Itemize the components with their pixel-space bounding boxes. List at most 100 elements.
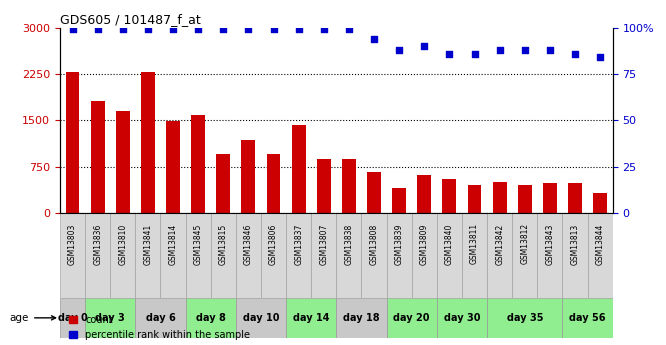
Legend: count, percentile rank within the sample: count, percentile rank within the sample bbox=[65, 311, 254, 344]
Bar bbox=[60, 298, 85, 338]
Text: day 0: day 0 bbox=[58, 313, 87, 323]
Bar bbox=[386, 298, 437, 338]
Text: GDS605 / 101487_f_at: GDS605 / 101487_f_at bbox=[60, 13, 200, 27]
Text: day 8: day 8 bbox=[196, 313, 226, 323]
Bar bbox=[317, 159, 331, 213]
Point bbox=[494, 47, 505, 53]
Bar bbox=[437, 213, 462, 298]
Text: day 30: day 30 bbox=[444, 313, 480, 323]
Text: GSM13841: GSM13841 bbox=[143, 223, 153, 265]
Bar bbox=[286, 213, 311, 298]
Text: day 3: day 3 bbox=[95, 313, 125, 323]
Text: GSM13813: GSM13813 bbox=[571, 223, 579, 265]
Bar bbox=[91, 101, 105, 213]
Bar bbox=[568, 183, 582, 213]
Bar bbox=[593, 193, 607, 213]
Text: GSM13836: GSM13836 bbox=[93, 223, 102, 265]
Bar bbox=[266, 155, 280, 213]
Point bbox=[469, 51, 480, 56]
Bar bbox=[543, 183, 557, 213]
Text: GSM13810: GSM13810 bbox=[119, 223, 127, 265]
Text: GSM13803: GSM13803 bbox=[68, 223, 77, 265]
Bar bbox=[141, 72, 155, 213]
Text: GSM13845: GSM13845 bbox=[194, 223, 202, 265]
Point bbox=[143, 27, 153, 32]
Text: GSM13840: GSM13840 bbox=[445, 223, 454, 265]
Text: GSM13843: GSM13843 bbox=[545, 223, 554, 265]
Bar bbox=[563, 298, 613, 338]
Text: GSM13815: GSM13815 bbox=[218, 223, 228, 265]
Text: day 14: day 14 bbox=[293, 313, 330, 323]
Bar bbox=[60, 213, 85, 298]
Bar bbox=[487, 213, 512, 298]
Bar bbox=[462, 213, 487, 298]
Bar bbox=[261, 213, 286, 298]
Text: day 56: day 56 bbox=[569, 313, 606, 323]
Point bbox=[67, 27, 78, 32]
Point bbox=[93, 27, 103, 32]
Text: GSM13837: GSM13837 bbox=[294, 223, 303, 265]
Bar bbox=[367, 172, 381, 213]
Text: GSM13812: GSM13812 bbox=[520, 223, 529, 265]
Bar bbox=[442, 179, 456, 213]
Text: GSM13838: GSM13838 bbox=[344, 223, 354, 265]
Bar bbox=[236, 298, 286, 338]
Point bbox=[444, 51, 455, 56]
Point bbox=[268, 27, 279, 32]
Point bbox=[419, 43, 430, 49]
Point bbox=[168, 27, 178, 32]
Text: GSM13839: GSM13839 bbox=[395, 223, 404, 265]
Text: GSM13844: GSM13844 bbox=[595, 223, 605, 265]
Text: GSM13842: GSM13842 bbox=[495, 223, 504, 265]
Bar bbox=[65, 72, 79, 213]
Bar bbox=[286, 298, 336, 338]
Text: day 35: day 35 bbox=[507, 313, 543, 323]
Bar bbox=[311, 213, 336, 298]
Bar bbox=[563, 213, 587, 298]
Point bbox=[218, 27, 228, 32]
Point bbox=[193, 27, 204, 32]
Text: GSM13809: GSM13809 bbox=[420, 223, 429, 265]
Text: GSM13814: GSM13814 bbox=[168, 223, 178, 265]
Bar bbox=[85, 298, 135, 338]
Point bbox=[117, 27, 128, 32]
Bar bbox=[342, 159, 356, 213]
Bar bbox=[161, 213, 186, 298]
Point bbox=[545, 47, 555, 53]
Bar bbox=[487, 298, 563, 338]
Bar bbox=[336, 298, 386, 338]
Bar bbox=[110, 213, 135, 298]
Bar bbox=[537, 213, 563, 298]
Bar bbox=[468, 185, 482, 213]
Bar bbox=[362, 213, 386, 298]
Text: age: age bbox=[10, 313, 55, 323]
Bar bbox=[437, 298, 487, 338]
Point bbox=[318, 27, 329, 32]
Point bbox=[344, 27, 354, 32]
Text: GSM13811: GSM13811 bbox=[470, 223, 479, 265]
Bar bbox=[418, 175, 431, 213]
Bar bbox=[292, 125, 306, 213]
Bar bbox=[518, 185, 531, 213]
Bar bbox=[392, 188, 406, 213]
Point bbox=[569, 51, 580, 56]
Bar bbox=[135, 298, 186, 338]
Bar bbox=[135, 213, 161, 298]
Bar bbox=[493, 182, 507, 213]
Bar bbox=[191, 116, 205, 213]
Text: day 6: day 6 bbox=[146, 313, 175, 323]
Bar bbox=[242, 140, 255, 213]
Point bbox=[394, 47, 404, 53]
Bar bbox=[210, 213, 236, 298]
Point bbox=[243, 27, 254, 32]
Text: day 20: day 20 bbox=[394, 313, 430, 323]
Text: GSM13808: GSM13808 bbox=[370, 223, 378, 265]
Bar bbox=[186, 298, 236, 338]
Point bbox=[369, 36, 380, 41]
Text: day 10: day 10 bbox=[242, 313, 279, 323]
Bar bbox=[85, 213, 110, 298]
Bar bbox=[116, 111, 130, 213]
Text: GSM13806: GSM13806 bbox=[269, 223, 278, 265]
Text: GSM13807: GSM13807 bbox=[319, 223, 328, 265]
Text: GSM13846: GSM13846 bbox=[244, 223, 253, 265]
